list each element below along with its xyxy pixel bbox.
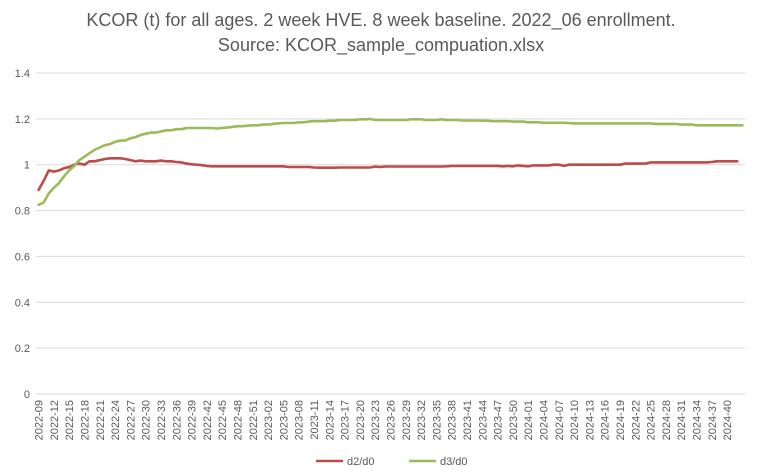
x-tick-label: 2023-44	[477, 400, 489, 440]
x-tick-label: 2023-35	[431, 400, 443, 440]
series-line-2	[37, 117, 744, 207]
chart-subtitle: Source: KCOR_sample_compuation.xlsx	[217, 35, 545, 55]
x-tick-label: 2022-12	[49, 400, 61, 440]
x-tick-label: 2023-05	[278, 400, 290, 440]
x-tick-label: 2022-42	[202, 400, 214, 440]
x-tick-label: 2022-09	[34, 400, 46, 440]
x-tick-label: 2024-04	[539, 400, 551, 440]
y-tick-label: 0.4	[15, 297, 30, 309]
chart-title: KCOR (t) for all ages. 2 week HVE. 8 wee…	[86, 10, 676, 30]
y-tick-label: 1.4	[15, 68, 30, 80]
series-line-1	[37, 157, 739, 192]
x-tick-label: 2023-17	[340, 400, 352, 440]
x-tick-label: 2022-24	[110, 400, 122, 440]
y-tick-label: 0	[24, 389, 30, 401]
x-tick-label: 2023-02	[263, 400, 275, 440]
x-tick-label: 2024-19	[615, 400, 627, 440]
x-tick-label: 2022-21	[95, 400, 107, 440]
x-tick-label: 2024-40	[722, 400, 734, 440]
x-tick-label: 2022-18	[79, 400, 91, 440]
x-tick-label: 2023-11	[309, 400, 321, 440]
legend-label: d3/d0	[440, 456, 468, 468]
x-tick-label: 2023-50	[508, 400, 520, 440]
x-tick-label: 2024-13	[584, 400, 596, 440]
y-tick-label: 0.2	[15, 343, 30, 355]
x-tick-label: 2022-33	[156, 400, 168, 440]
x-tick-label: 2022-48	[232, 400, 244, 440]
x-tick-label: 2022-27	[125, 400, 137, 440]
y-tick-label: 1.2	[15, 114, 30, 126]
x-tick-label: 2024-07	[554, 400, 566, 440]
x-tick-label: 2023-08	[294, 400, 306, 440]
x-tick-label: 2023-38	[447, 400, 459, 440]
x-tick-label: 2023-20	[355, 400, 367, 440]
x-tick-label: 2023-41	[462, 400, 474, 440]
x-tick-label: 2024-25	[646, 400, 658, 440]
x-tick-label: 2024-10	[569, 400, 581, 440]
legend-label: d2/d0	[347, 456, 375, 468]
x-tick-label: 2024-22	[630, 400, 642, 440]
x-tick-label: 2024-28	[661, 400, 673, 440]
x-tick-label: 2022-30	[141, 400, 153, 440]
x-tick-label: 2023-29	[401, 400, 413, 440]
x-tick-label: 2024-16	[600, 400, 612, 440]
x-tick-label: 2023-26	[386, 400, 398, 440]
x-tick-label: 2022-36	[171, 400, 183, 440]
x-tick-label: 2022-39	[187, 400, 199, 440]
y-tick-label: 0.6	[15, 251, 30, 263]
y-tick-label: 0.8	[15, 206, 30, 218]
x-tick-label: 2023-47	[493, 400, 505, 440]
x-tick-label: 2022-45	[217, 400, 229, 440]
x-tick-label: 2023-32	[416, 400, 428, 440]
x-tick-label: 2023-14	[324, 400, 336, 440]
x-tick-label: 2023-23	[370, 400, 382, 440]
x-tick-label: 2024-34	[692, 400, 704, 440]
x-tick-label: 2022-15	[64, 400, 76, 440]
x-tick-label: 2022-51	[248, 400, 260, 440]
y-tick-label: 1	[24, 160, 30, 172]
x-tick-label: 2024-01	[523, 400, 535, 440]
x-tick-label: 2024-37	[707, 400, 719, 440]
x-tick-label: 2024-31	[676, 400, 688, 440]
